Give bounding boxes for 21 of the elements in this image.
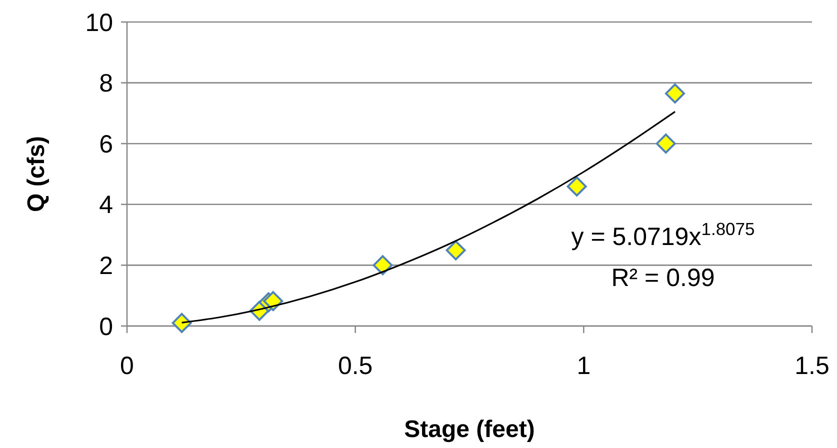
point: [665, 83, 685, 104]
point: [172, 312, 192, 333]
x-tick-label: 1.5: [794, 352, 830, 380]
annotation: R² = 0.99: [611, 264, 715, 292]
x-tick-label: 1: [576, 352, 591, 380]
y-tick-label: 2: [99, 252, 113, 280]
point: [446, 240, 466, 260]
y-tick-label: 8: [99, 70, 113, 98]
x-tick-label: 0: [120, 352, 134, 380]
point: [566, 176, 587, 196]
y-tick-label: 10: [85, 8, 113, 37]
y-tick-label: 4: [99, 191, 114, 220]
point: [263, 291, 284, 312]
y-axis-title: Q (cfs): [23, 136, 50, 212]
y-tick-label: 0: [99, 312, 113, 341]
point: [656, 134, 676, 154]
x-tick-label: 0.5: [338, 352, 373, 380]
x-axis-title: Stage (feet): [404, 416, 535, 443]
y-tick-label: 6: [99, 130, 113, 158]
point: [372, 255, 393, 276]
annotation: y = 5.0719x$^{1.8075}$: [571, 219, 755, 251]
